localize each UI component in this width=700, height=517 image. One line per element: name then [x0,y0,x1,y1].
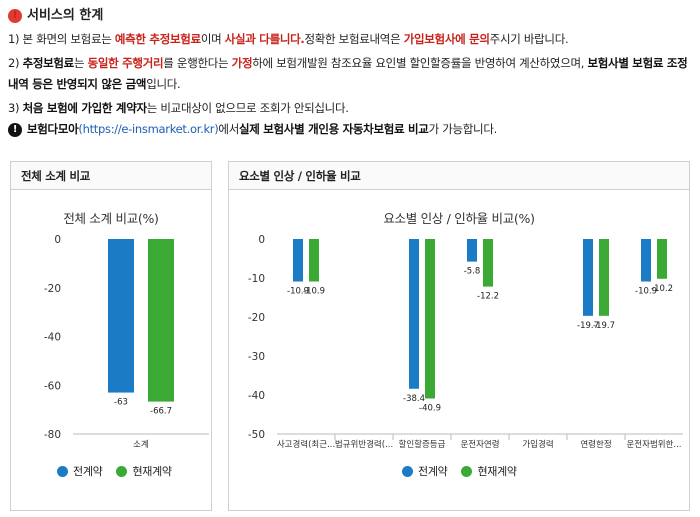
alert-icon: ! [8,9,22,23]
info-icon: ! [8,122,22,137]
notice-bold: 보험사별 보험료 조정내역 등은 반영되지 않은 금액 [8,56,688,91]
notice-highlight: 동일한 주행거리 [87,56,164,70]
panel-header: 전체 소계 비교 [11,162,211,190]
x-tick-label: 법규위반경력(... [335,439,393,450]
bar-previous [583,239,593,316]
legend-item-previous: 전계약 [57,463,103,479]
notice-line-1: 1) 본 화면의 보험료는 예측한 추정보험료이며 사실과 다를니다.정확한 보… [8,29,696,50]
data-label: -38.4 [403,394,425,404]
chart-legend: 전계약 현재계약 [57,463,186,479]
legend-swatch [57,465,68,477]
y-tick-label: -40 [44,332,61,344]
legend-item-current: 현재계약 [116,463,172,479]
data-label: -5.8 [464,267,481,277]
legend-label: 전계약 [418,465,448,478]
bar-previous [409,239,419,389]
notice-highlight: 가정 [231,56,253,70]
notice-text: 3) [8,101,23,115]
legend-label: 현재계약 [477,465,517,478]
legend-swatch [461,465,473,477]
notice-text: 는 [73,56,88,70]
y-tick-label: -20 [44,283,61,295]
bar-current [483,239,493,287]
legend-item-previous: 전계약 [402,463,448,479]
notice-line-4: ! 보험다모아 (https://e-insmarket.or.kr) 에서 실제 … [8,119,696,140]
notice-bold: 처음 보험에 가입한 계약자 [22,101,148,115]
bar-current [148,239,174,402]
x-tick-label: 사고경력(최근... [277,439,335,450]
notice-highlight: 가입보험사에 문의 [403,32,490,46]
notice-text: 에서 [218,122,239,136]
data-label: -66.7 [150,407,172,417]
x-tick-label: 운전자범위한... [626,439,681,450]
notice-bold: 추정보험료 [22,56,75,70]
bar-current [599,239,609,316]
notice-text: 하에 보험개발원 참조요율 요인별 할인할증률을 반영하여 계산하였으며, [252,56,588,70]
bar-current [657,239,667,279]
insmarket-name: 보험다모아 [27,122,79,136]
notice-text: 가 가능합니다. [428,122,498,136]
bar-previous [108,239,134,393]
notice-text: 주시기 바랍니다. [489,32,569,46]
total-comparison-panel: 전체 소계 비교 전체 소계 비교(%) 0 -20 -40 -60 -80 소계 -63 -… [10,161,212,511]
data-label: -10.2 [651,284,673,294]
y-tick-label: 0 [54,234,61,246]
y-tick-label: 0 [258,234,265,246]
notice-text: 1) 본 화면의 보험료는 [8,32,115,46]
data-label: -19.7 [577,321,599,331]
data-label: -10.9 [287,287,309,297]
y-tick-label: -60 [44,380,61,392]
bar-previous [467,239,477,262]
y-tick-label: -10 [248,273,265,285]
notice-highlight: 사실과 다를니다. [224,32,305,46]
legend-item-current: 현재계약 [461,463,517,479]
bar-current [425,239,435,399]
notice-highlight: 예측한 추정보험료 [114,32,201,46]
notice-text: 입니다. [146,77,181,91]
notice-text: 정확한 보험료내역은 [304,32,404,46]
data-label: -10.9 [303,287,325,297]
data-label: -12.2 [477,292,499,302]
y-tick-label: -30 [248,351,265,363]
chart-legend: 전계약 현재계약 [402,463,531,479]
legend-label: 전계약 [73,465,103,478]
notice-bold: 실제 보험사별 개인용 자동차보험료 비교 [238,122,429,136]
insmarket-link[interactable]: (https://e-insmarket.or.kr) [78,122,219,136]
y-tick-label: -80 [44,429,61,441]
chart-title: 요소별 인상 / 인하율 비교(%) [383,211,535,226]
notice-line-3: 3) 처음 보험에 가입한 계약자는 비교대상이 없으므로 조회가 안되십니다. [8,98,696,119]
y-tick-label: -20 [248,312,265,324]
y-tick-label: -40 [248,390,265,402]
notice-line-2: 2) 추정보험료는 동일한 주행거리를 운행한다는 가정하에 보험개발원 참조요… [8,53,692,95]
x-tick-label: 운전자연령 [460,439,499,450]
bar-previous [293,239,303,282]
notice-text: 를 운행한다는 [163,56,232,70]
y-tick-label: -50 [248,429,265,441]
chart-title: 전체 소계 비교(%) [63,211,159,226]
notice-text: 이며 [200,32,225,46]
legend-label: 현재계약 [132,465,172,478]
panel-header: 요소별 인상 / 인하율 비교 [229,162,689,190]
legend-swatch [402,465,413,477]
bar-current [309,239,319,282]
data-label: -19.7 [593,321,615,331]
notice-text: 2) [8,56,23,70]
total-comparison-chart: 0 -20 -40 -60 -80 소계 -63 -66.7 [44,234,209,450]
x-tick-label: 할인할증등급 [399,439,446,450]
data-label: -10.9 [635,287,657,297]
notice-text: 는 비교대상이 없으므로 조회가 안되십니다. [146,101,349,115]
data-label: -40.9 [419,404,441,414]
legend-swatch [116,465,128,477]
data-label: -63 [114,398,128,408]
bar-previous [641,239,651,282]
notice-title: 서비스의 한계 [27,8,104,23]
x-tick-label: 가입경력 [522,439,553,450]
x-tick-label: 연령한정 [580,439,611,450]
service-limits-notice: ! 서비스의 한계 1) 본 화면의 보험료는 예측한 추정보험료이며 사실과 … [8,6,696,140]
notice-title-row: ! 서비스의 한계 [8,6,696,26]
factor-comparison-chart: 0-10-20-30-40-50사고경력(최근...-10.9-10.9법규위반… [248,234,683,450]
x-tick-label: 소계 [133,439,149,450]
factor-comparison-panel: 요소별 인상 / 인하율 비교 요소별 인상 / 인하율 비교(%) 0 -10 -… [228,161,690,511]
